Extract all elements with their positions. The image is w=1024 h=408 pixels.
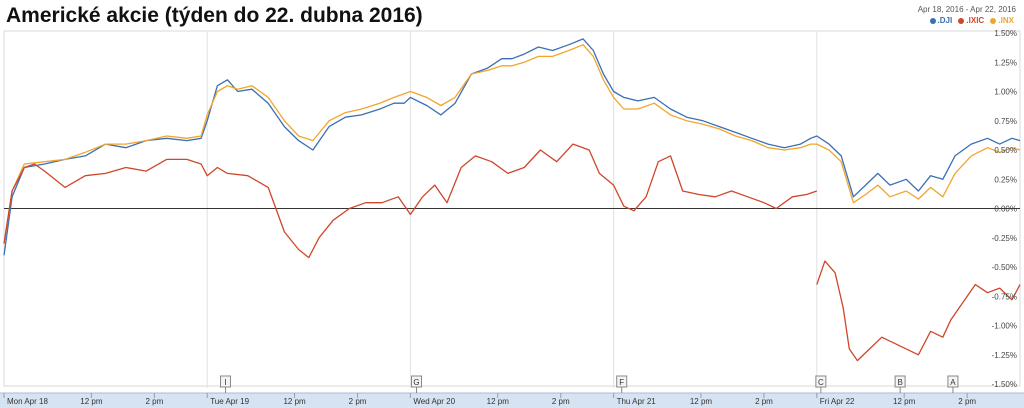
event-marker-box xyxy=(894,375,906,388)
y-tick-label: 1.25% xyxy=(994,58,1017,67)
date-range: Apr 18, 2016 - Apr 22, 2016 xyxy=(917,5,1016,14)
legend-dot-dji xyxy=(929,17,936,24)
legend: .DJI .IXIC .INX xyxy=(926,16,1014,25)
y-tick-label: -0.75% xyxy=(992,292,1017,301)
y-tick-label: -0.25% xyxy=(992,234,1017,243)
event-marker-box xyxy=(410,375,422,388)
y-tick-label: 1.50% xyxy=(994,29,1017,38)
x-tick-label: 12 pm xyxy=(690,397,713,406)
x-tick-label: 2 pm xyxy=(349,397,367,406)
y-tick-label: 0.50% xyxy=(994,146,1017,155)
y-tick-label: 0.25% xyxy=(994,175,1017,184)
event-marker-box xyxy=(616,375,628,388)
series-line-dji xyxy=(3,38,1021,256)
y-tick-label: -1.25% xyxy=(992,351,1017,360)
legend-label-inx: .INX xyxy=(998,16,1014,25)
series-line-inx xyxy=(3,44,1021,244)
x-tick-label: Fri Apr 22 xyxy=(820,397,855,406)
event-marker-label: I xyxy=(224,378,226,387)
y-tick-label: -0.50% xyxy=(992,263,1017,272)
event-marker-box xyxy=(947,375,959,388)
event-marker-label: F xyxy=(619,378,624,387)
y-tick-label: 0.75% xyxy=(994,117,1017,126)
x-tick-label: 12 pm xyxy=(487,397,510,406)
x-tick-label: Wed Apr 20 xyxy=(413,397,455,406)
x-tick-label: 12 pm xyxy=(893,397,916,406)
legend-dot-inx xyxy=(990,17,997,24)
series-line-ixic-0 xyxy=(3,143,818,259)
chart-title: Americké akcie (týden do 22. dubna 2016) xyxy=(6,4,423,27)
x-tick-label: Mon Apr 18 xyxy=(7,397,48,406)
event-marker-label: B xyxy=(897,378,902,387)
y-tick-label: -1.50% xyxy=(992,380,1017,389)
series-line-ixic-1 xyxy=(816,260,1021,362)
legend-label-dji: .DJI xyxy=(937,16,953,25)
event-marker-label: C xyxy=(818,378,824,387)
x-tick-label: Thu Apr 21 xyxy=(617,397,657,406)
y-tick-label: -1.00% xyxy=(992,322,1017,331)
x-tick-label: 2 pm xyxy=(145,397,163,406)
event-marker-label: A xyxy=(950,378,956,387)
x-tick-label: 2 pm xyxy=(552,397,570,406)
x-tick-label: 2 pm xyxy=(755,397,773,406)
x-tick-label: 2 pm xyxy=(958,397,976,406)
x-tick-label: Tue Apr 19 xyxy=(210,397,249,406)
event-marker-box xyxy=(815,375,827,388)
legend-dot-ixic xyxy=(958,17,965,24)
y-tick-label: 0.00% xyxy=(994,205,1017,214)
event-marker-label: G xyxy=(413,378,419,387)
legend-label-ixic: .IXIC xyxy=(966,16,985,25)
x-tick-label: 12 pm xyxy=(80,397,103,406)
x-axis-bar xyxy=(0,393,1024,408)
event-marker-box xyxy=(219,375,231,388)
y-tick-label: 1.00% xyxy=(994,88,1017,97)
x-tick-label: 12 pm xyxy=(283,397,306,406)
